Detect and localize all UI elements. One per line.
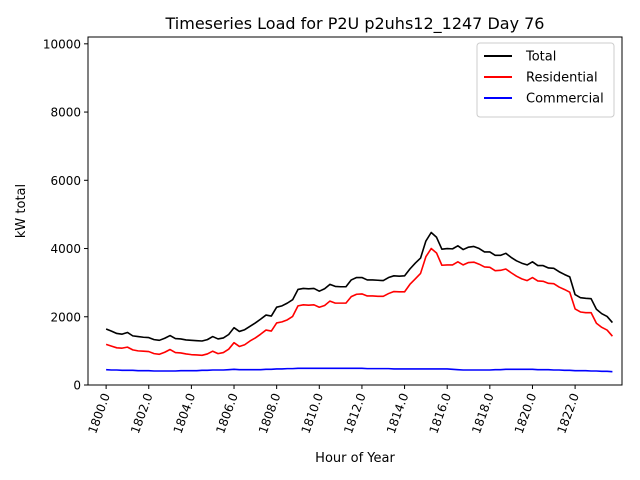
y-tick-label: 0 — [73, 379, 81, 393]
y-tick-label: 4000 — [50, 242, 81, 256]
legend-label-total: Total — [525, 50, 556, 65]
y-axis-label: kW total — [14, 184, 29, 238]
plot-area — [105, 231, 614, 373]
y-tick-label: 6000 — [50, 174, 81, 188]
series-line-residential — [105, 247, 614, 357]
y-axis: 0 2000 4000 6000 8000 10000 — [43, 37, 88, 393]
y-tick-label: 2000 — [50, 310, 81, 324]
y-tick-label: 8000 — [50, 106, 81, 120]
legend-label-commercial: Commercial — [526, 92, 604, 107]
series-line-commercial — [106, 367, 613, 373]
axes-frame — [87, 36, 623, 386]
chart-title: Timeseries Load for P2U p2uhs12_1247 Day… — [165, 14, 545, 34]
series-line-total — [105, 231, 614, 342]
legend-label-residential: Residential — [526, 71, 598, 86]
x-axis-label: Hour of Year — [315, 451, 395, 466]
legend: Total Residential Commercial — [476, 42, 615, 118]
y-tick-label: 10000 — [43, 37, 81, 51]
